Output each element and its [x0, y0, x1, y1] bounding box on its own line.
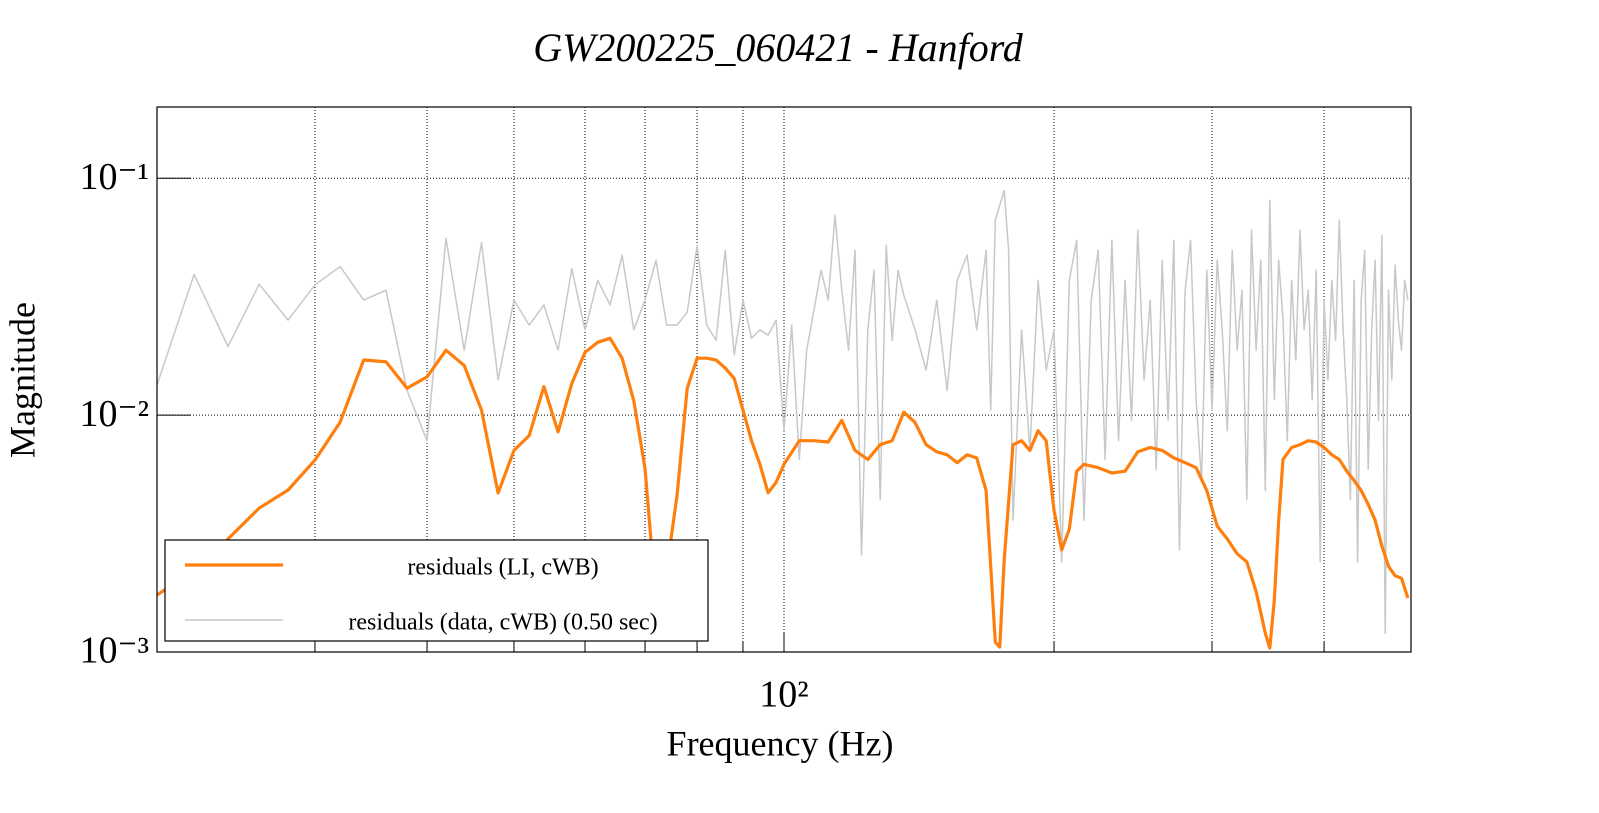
series-line — [157, 336, 1410, 650]
plot-frame — [156, 106, 1412, 653]
y-tick-label: 10⁻¹ — [80, 156, 149, 198]
x-tick-label: 10² — [759, 674, 808, 716]
y-tick-label: 10⁻² — [80, 393, 149, 435]
legend-label: residuals (data, cWB) (0.50 sec) — [348, 610, 657, 636]
legend-box — [164, 539, 709, 642]
legend: residuals (LI, cWB) residuals (data, cWB)… — [164, 539, 709, 642]
chart-title: GW200225_060421 - Hanford — [533, 25, 1024, 70]
series-line — [157, 189, 1409, 634]
legend-label: residuals (LI, cWB) — [407, 555, 598, 581]
y-axis-label: Magnitude — [2, 302, 42, 458]
x-axis-label: Frequency (Hz) — [667, 723, 894, 763]
y-tick-label: 10⁻³ — [80, 630, 149, 672]
